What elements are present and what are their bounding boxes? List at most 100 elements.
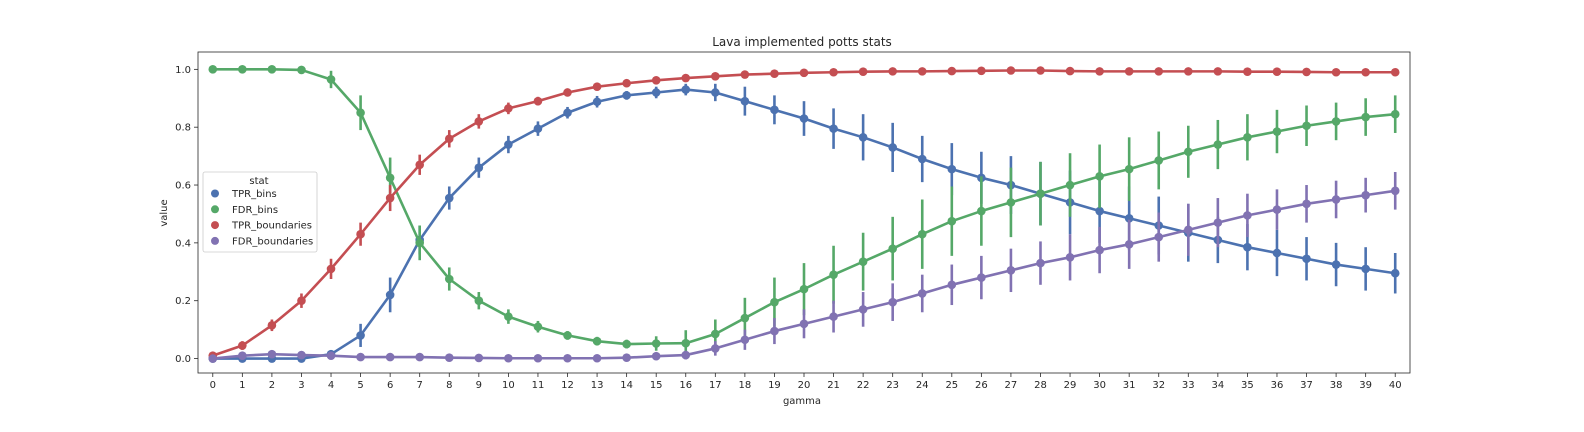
data-point <box>977 206 986 216</box>
y-tick-label: 0.0 <box>175 354 191 365</box>
legend-item-TPR_bins: TPR_bins <box>211 189 277 200</box>
x-tick-label: 0 <box>210 380 216 391</box>
data-point <box>799 284 809 294</box>
data-point <box>1006 198 1016 207</box>
data-point <box>1361 190 1370 200</box>
data-point <box>415 352 425 362</box>
x-tick-label: 24 <box>916 380 929 391</box>
data-point <box>1302 254 1311 264</box>
data-point <box>1183 67 1193 76</box>
x-tick-label: 2 <box>269 380 275 391</box>
data-point <box>651 76 661 85</box>
data-point <box>533 322 543 332</box>
series-FDR_boundaries <box>208 172 1400 363</box>
x-tick-label: 20 <box>798 380 811 391</box>
data-point <box>1213 67 1223 76</box>
data-point <box>651 88 661 97</box>
data-point <box>1272 205 1282 214</box>
legend-marker <box>211 189 219 198</box>
data-point <box>947 280 957 290</box>
legend-item-TPR_boundaries: TPR_boundaries <box>211 221 312 232</box>
data-point <box>770 326 779 336</box>
data-point <box>829 124 838 133</box>
legend: stat TPR_bins FDR_bins TPR_boundaries FDR_b… <box>202 171 318 253</box>
data-point <box>474 353 484 363</box>
data-point <box>267 320 277 330</box>
data-point <box>563 108 572 118</box>
data-point <box>799 319 809 329</box>
legend-marker <box>211 236 219 245</box>
data-point <box>947 164 957 174</box>
data-point <box>1302 199 1311 209</box>
data-point <box>385 290 395 300</box>
y-tick-label: 0.4 <box>175 238 191 249</box>
data-point <box>977 66 986 76</box>
data-point <box>444 134 454 144</box>
data-point <box>829 270 838 279</box>
data-point <box>711 329 720 339</box>
data-point <box>770 105 779 115</box>
data-point <box>917 229 927 239</box>
data-point <box>1095 172 1104 181</box>
data-point <box>917 67 927 76</box>
data-point <box>504 140 513 149</box>
data-point <box>1154 67 1164 76</box>
x-tick-label: 15 <box>650 380 663 391</box>
data-point <box>533 124 543 133</box>
data-point <box>1361 112 1370 122</box>
data-point <box>1243 211 1252 220</box>
x-tick-label: 28 <box>1034 380 1047 391</box>
data-point <box>297 350 306 360</box>
data-point <box>267 65 277 74</box>
data-point <box>297 65 306 75</box>
data-point <box>592 336 602 346</box>
data-point <box>474 163 484 172</box>
data-point <box>504 104 513 113</box>
x-tick-label: 10 <box>502 380 515 391</box>
x-axis: 0 1 2 3 4 5 6 7 8 9 10 11 12 13 14 15 16 17 18 19 20 21 22 23 24… <box>210 373 1402 391</box>
x-tick-label: 23 <box>886 380 899 391</box>
data-point <box>1095 206 1104 216</box>
data-point <box>238 341 247 350</box>
data-point <box>1331 117 1341 126</box>
data-point <box>356 331 365 340</box>
data-point <box>1272 127 1282 136</box>
data-point <box>1095 67 1104 76</box>
x-tick-label: 9 <box>476 380 482 391</box>
x-tick-label: 13 <box>591 380 604 391</box>
x-tick-label: 17 <box>709 380 722 391</box>
legend-item-FDR_bins: FDR_bins <box>211 205 278 216</box>
data-point <box>681 350 691 360</box>
x-tick-label: 40 <box>1389 380 1402 391</box>
data-point <box>977 273 986 282</box>
series-FDR_bins <box>208 65 1400 357</box>
data-point <box>356 352 365 362</box>
series-TPR_boundaries <box>208 66 1400 360</box>
data-point <box>1243 242 1252 252</box>
data-point <box>917 154 927 164</box>
y-axis: 0.0 0.2 0.4 0.6 0.8 1.0 <box>175 65 198 365</box>
x-axis-label: gamma <box>783 396 821 407</box>
data-point <box>474 117 484 126</box>
data-point <box>563 88 572 97</box>
data-point <box>681 338 691 348</box>
data-point <box>474 296 484 306</box>
x-tick-label: 11 <box>532 380 545 391</box>
data-point <box>740 70 750 79</box>
legend-label: FDR_boundaries <box>232 236 313 247</box>
data-point <box>681 85 691 94</box>
x-tick-label: 26 <box>975 380 988 391</box>
data-point <box>592 97 602 107</box>
data-point <box>533 353 543 363</box>
data-point <box>858 133 868 142</box>
data-point <box>1006 66 1016 75</box>
data-point <box>651 351 661 361</box>
data-point <box>1183 225 1193 235</box>
x-tick-label: 33 <box>1182 380 1195 391</box>
data-point <box>1036 189 1045 199</box>
series-TPR_bins <box>208 83 1400 363</box>
data-point <box>622 78 631 88</box>
data-point <box>799 68 809 78</box>
x-tick-label: 4 <box>328 380 334 391</box>
x-tick-label: 25 <box>945 380 958 391</box>
